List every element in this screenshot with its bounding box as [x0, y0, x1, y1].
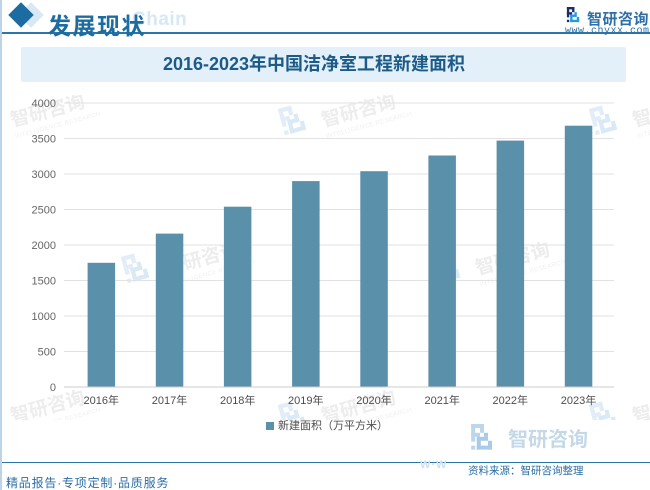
svg-text:2023年: 2023年	[561, 393, 596, 407]
svg-text:500: 500	[38, 347, 56, 359]
svg-text:2016年: 2016年	[84, 393, 119, 407]
svg-text:0: 0	[50, 382, 56, 394]
svg-text:2021年: 2021年	[424, 393, 459, 407]
svg-text:1500: 1500	[32, 276, 56, 288]
svg-text:2017年: 2017年	[152, 393, 187, 407]
svg-text:3500: 3500	[32, 134, 56, 146]
svg-text:2022年: 2022年	[493, 393, 528, 407]
svg-text:2020年: 2020年	[356, 393, 391, 407]
svg-text:4000: 4000	[32, 98, 56, 110]
svg-text:2018年: 2018年	[220, 393, 255, 407]
svg-text:2500: 2500	[32, 205, 56, 217]
svg-text:2000: 2000	[32, 240, 56, 252]
svg-text:3000: 3000	[32, 169, 56, 181]
svg-text:智研咨询: 智研咨询	[508, 423, 588, 452]
svg-text:1000: 1000	[32, 311, 56, 323]
svg-text:2019年: 2019年	[288, 393, 323, 407]
